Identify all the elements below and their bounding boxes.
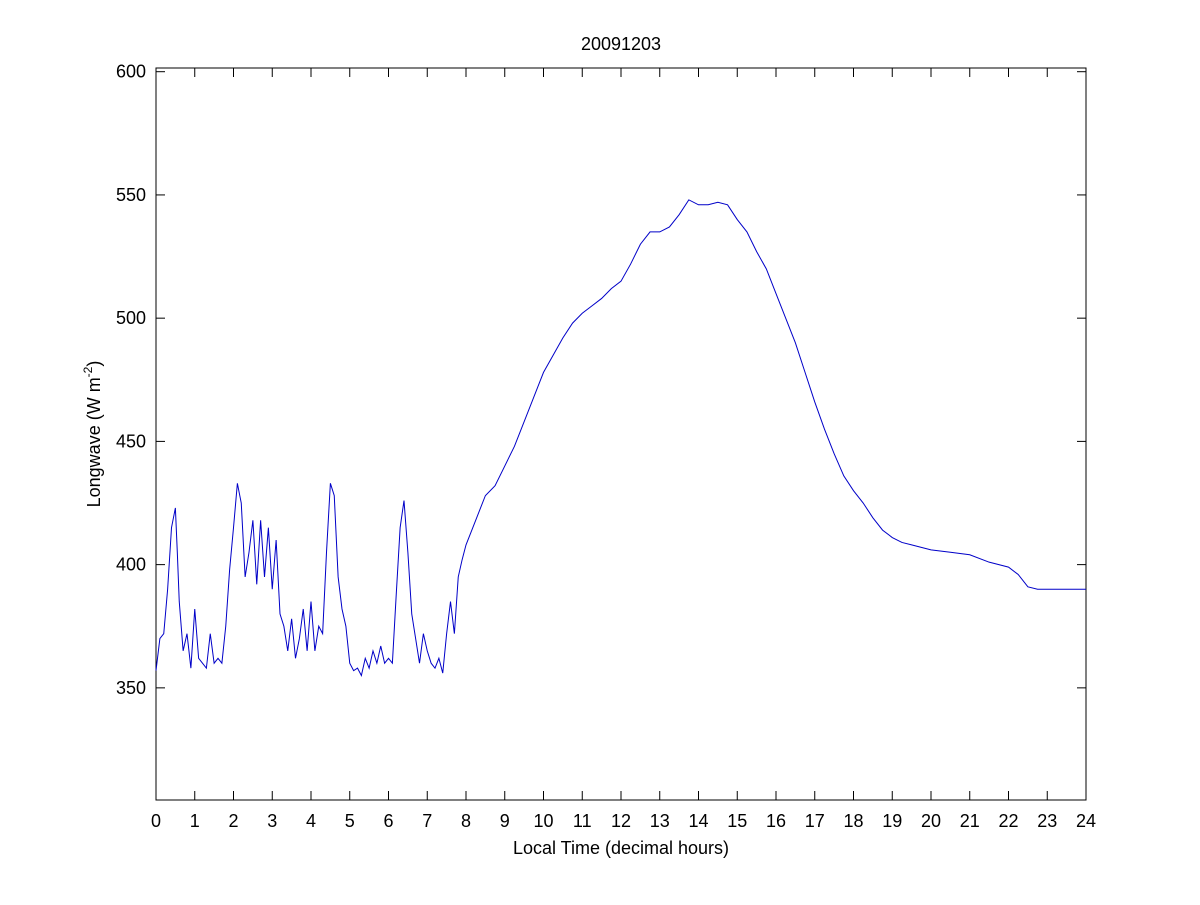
x-tick-label: 20: [921, 811, 941, 831]
x-tick-label: 2: [228, 811, 238, 831]
x-tick-label: 8: [461, 811, 471, 831]
x-tick-label: 14: [688, 811, 708, 831]
x-tick-label: 16: [766, 811, 786, 831]
x-tick-label: 9: [500, 811, 510, 831]
x-tick-label: 21: [960, 811, 980, 831]
x-tick-label: 10: [533, 811, 553, 831]
x-tick-label: 7: [422, 811, 432, 831]
y-tick-label: 400: [116, 555, 146, 575]
x-tick-label: 4: [306, 811, 316, 831]
x-tick-label: 17: [805, 811, 825, 831]
x-tick-label: 13: [650, 811, 670, 831]
x-tick-label: 15: [727, 811, 747, 831]
x-tick-label: 24: [1076, 811, 1096, 831]
x-tick-label: 3: [267, 811, 277, 831]
y-axis-label-sup: -2: [81, 366, 95, 377]
x-tick-label: 6: [383, 811, 393, 831]
x-tick-label: 22: [998, 811, 1018, 831]
chart-title: 20091203: [581, 34, 661, 54]
y-tick-label: 600: [116, 62, 146, 82]
y-axis-label-text: Longwave (W m: [84, 377, 104, 507]
y-tick-label: 350: [116, 678, 146, 698]
x-tick-label: 1: [190, 811, 200, 831]
x-tick-label: 0: [151, 811, 161, 831]
plot-area: [155, 67, 1087, 801]
x-tick-label: 12: [611, 811, 631, 831]
y-axis-label: Longwave (W m-2): [81, 361, 104, 508]
y-tick-label: 450: [116, 431, 146, 451]
x-tick-label: 23: [1037, 811, 1057, 831]
x-axis-label: Local Time (decimal hours): [513, 838, 729, 858]
y-tick-label: 550: [116, 185, 146, 205]
y-axis-label-end: ): [84, 361, 104, 367]
x-tick-label: 19: [882, 811, 902, 831]
x-tick-label: 11: [573, 811, 592, 831]
x-tick-label: 5: [345, 811, 355, 831]
x-tick-label: 18: [843, 811, 863, 831]
y-tick-label: 500: [116, 308, 146, 328]
line-series: [155, 199, 1086, 677]
